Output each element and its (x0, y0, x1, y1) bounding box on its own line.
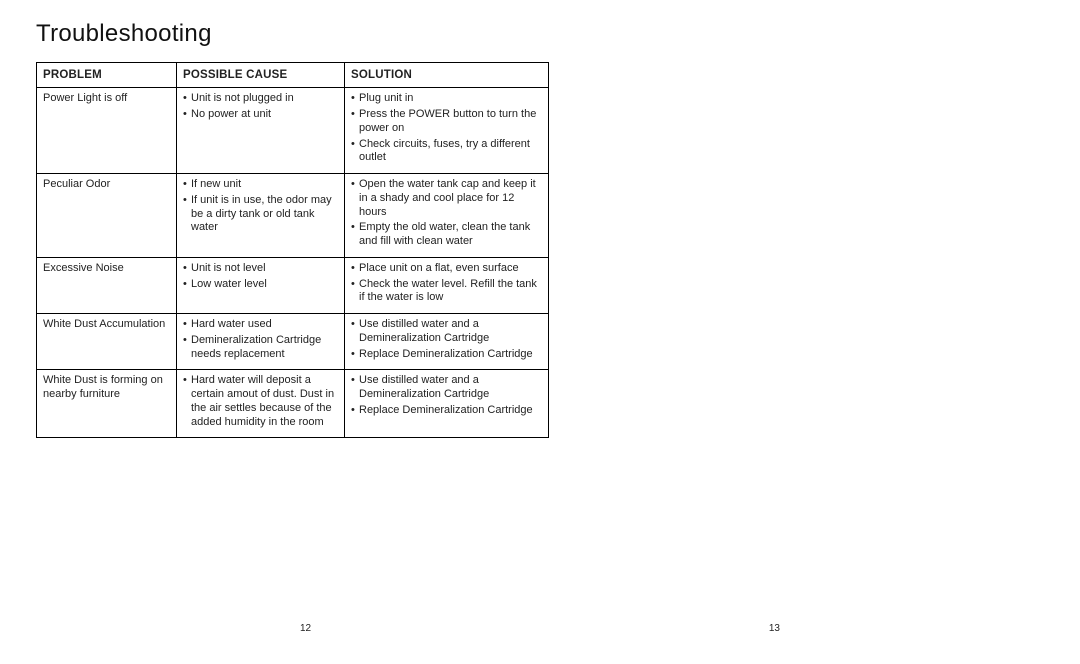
table-header-row: Problem Possible Cause Solution (37, 63, 549, 88)
bullet-item: Place unit on a flat, even surface (351, 262, 542, 276)
cell-text: Power Light is off (43, 92, 170, 106)
bullet-list: Unit is not plugged in No power at unit (183, 92, 338, 122)
page-title: Troubleshooting (36, 20, 1040, 48)
cell-text: White Dust is forming on nearby furnitur… (43, 374, 170, 402)
bullet-item: If new unit (183, 178, 338, 192)
bullet-list: Use distilled water and a Demineralizati… (351, 374, 542, 417)
bullet-list: Place unit on a flat, even surface Check … (351, 262, 542, 305)
cell-cause: Unit is not level Low water level (177, 257, 345, 313)
page-number-left: 12 (300, 623, 311, 634)
header-solution: Solution (345, 63, 549, 88)
table-row: White Dust is forming on nearby furnitur… (37, 370, 549, 438)
table-row: White Dust Accumulation Hard water used De… (37, 314, 549, 370)
bullet-item: Unit is not plugged in (183, 92, 338, 106)
cell-solution: Place unit on a flat, even surface Check … (345, 257, 549, 313)
bullet-item: Low water level (183, 278, 338, 292)
cell-text: Excessive Noise (43, 262, 170, 276)
cell-solution: Open the water tank cap and keep it in a… (345, 174, 549, 258)
cell-problem: White Dust Accumulation (37, 314, 177, 370)
cell-problem: Excessive Noise (37, 257, 177, 313)
bullet-item: Replace Demineralization Cartridge (351, 404, 542, 418)
header-cause: Possible Cause (177, 63, 345, 88)
bullet-item: Use distilled water and a Demineralizati… (351, 374, 542, 402)
bullet-list: If new unit If unit is in use, the odor m… (183, 178, 338, 235)
bullet-item: Press the POWER button to turn the power… (351, 108, 542, 136)
bullet-item: No power at unit (183, 108, 338, 122)
header-problem: Problem (37, 63, 177, 88)
cell-problem: White Dust is forming on nearby furnitur… (37, 370, 177, 438)
bullet-list: Open the water tank cap and keep it in a… (351, 178, 542, 249)
bullet-item: Check circuits, fuses, try a different o… (351, 138, 542, 166)
cell-cause: If new unit If unit is in use, the odor m… (177, 174, 345, 258)
cell-solution: Plug unit in Press the POWER button to tu… (345, 88, 549, 174)
bullet-item: Empty the old water, clean the tank and … (351, 221, 542, 249)
cell-cause: Unit is not plugged in No power at unit (177, 88, 345, 174)
table-row: Power Light is off Unit is not plugged in… (37, 88, 549, 174)
cell-problem: Peculiar Odor (37, 174, 177, 258)
cell-problem: Power Light is off (37, 88, 177, 174)
cell-solution: Use distilled water and a Demineralizati… (345, 314, 549, 370)
bullet-list: Hard water used Demineralization Cartridg… (183, 318, 338, 361)
bullet-item: If unit is in use, the odor may be a dir… (183, 194, 338, 235)
bullet-item: Hard water will deposit a certain amout … (183, 374, 338, 429)
document-page: Troubleshooting Problem Possible Cause S… (0, 0, 1080, 664)
cell-solution: Use distilled water and a Demineralizati… (345, 370, 549, 438)
table-row: Excessive Noise Unit is not level Low wate… (37, 257, 549, 313)
bullet-item: Unit is not level (183, 262, 338, 276)
table-row: Peculiar Odor If new unit If unit is in us… (37, 174, 549, 258)
bullet-list: Hard water will deposit a certain amout … (183, 374, 338, 429)
bullet-item: Hard water used (183, 318, 338, 332)
page-number-right: 13 (769, 623, 780, 634)
bullet-item: Demineralization Cartridge needs replace… (183, 334, 338, 362)
cell-cause: Hard water will deposit a certain amout … (177, 370, 345, 438)
bullet-item: Check the water level. Refill the tank i… (351, 278, 542, 306)
cell-cause: Hard water used Demineralization Cartridg… (177, 314, 345, 370)
cell-text: White Dust Accumulation (43, 318, 170, 332)
troubleshooting-table: Problem Possible Cause Solution Power Li… (36, 62, 549, 438)
bullet-list: Unit is not level Low water level (183, 262, 338, 292)
bullet-item: Use distilled water and a Demineralizati… (351, 318, 542, 346)
bullet-list: Plug unit in Press the POWER button to tu… (351, 92, 542, 165)
bullet-item: Plug unit in (351, 92, 542, 106)
bullet-item: Open the water tank cap and keep it in a… (351, 178, 542, 219)
bullet-item: Replace Demineralization Cartridge (351, 348, 542, 362)
cell-text: Peculiar Odor (43, 178, 170, 192)
bullet-list: Use distilled water and a Demineralizati… (351, 318, 542, 361)
